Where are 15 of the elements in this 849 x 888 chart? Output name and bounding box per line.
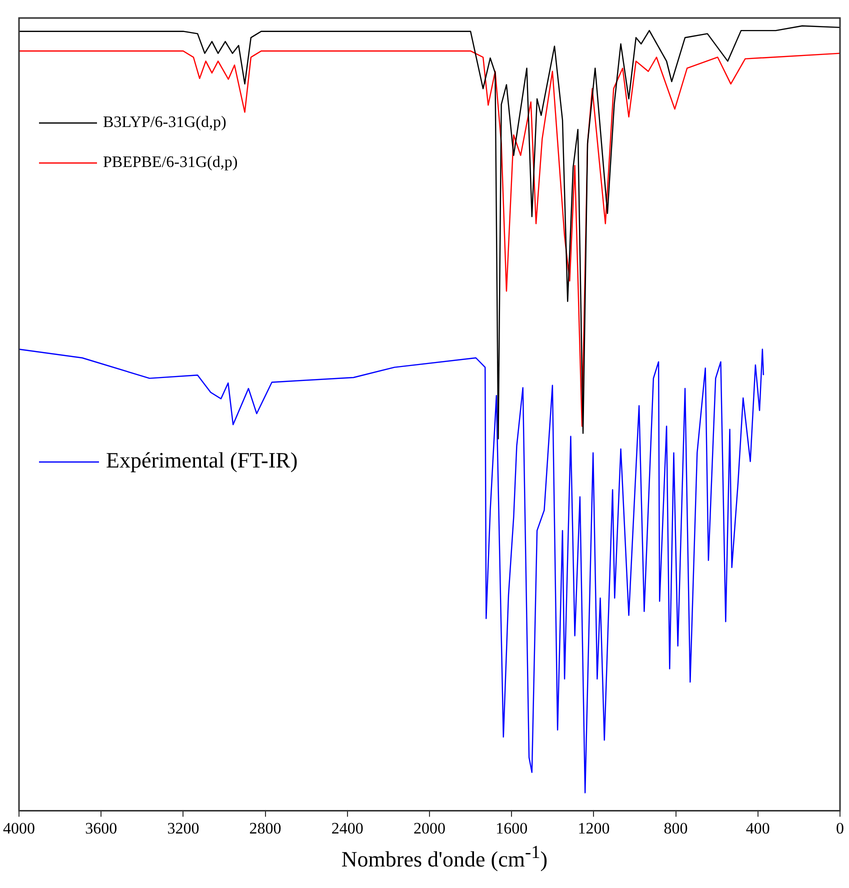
x-axis-title: Nombres d'onde (cm$^{-1}$) xyxy=(340,842,549,872)
x-tick-label: 1600 xyxy=(496,820,528,838)
x-tick-label: 1200 xyxy=(578,820,610,838)
x-tick-label: 2000 xyxy=(414,820,446,838)
x-tick-label: 2800 xyxy=(249,820,282,838)
x-tick-label: 3200 xyxy=(167,820,200,838)
legend-label: B3LYP/6-31G(d,p) xyxy=(103,114,226,132)
legend-label: Expérimental (FT-IR) xyxy=(106,448,298,473)
x-tick-label: 2400 xyxy=(331,820,364,838)
x-tick-label: 800 xyxy=(664,820,688,838)
x-tick-label: 0 xyxy=(836,820,844,838)
x-tick-label: 3600 xyxy=(85,820,118,838)
x-tick-label: 4000 xyxy=(3,820,35,838)
x-tick-label: 400 xyxy=(746,820,770,838)
legend-label: PBEPBE/6-31G(d,p) xyxy=(103,154,238,172)
